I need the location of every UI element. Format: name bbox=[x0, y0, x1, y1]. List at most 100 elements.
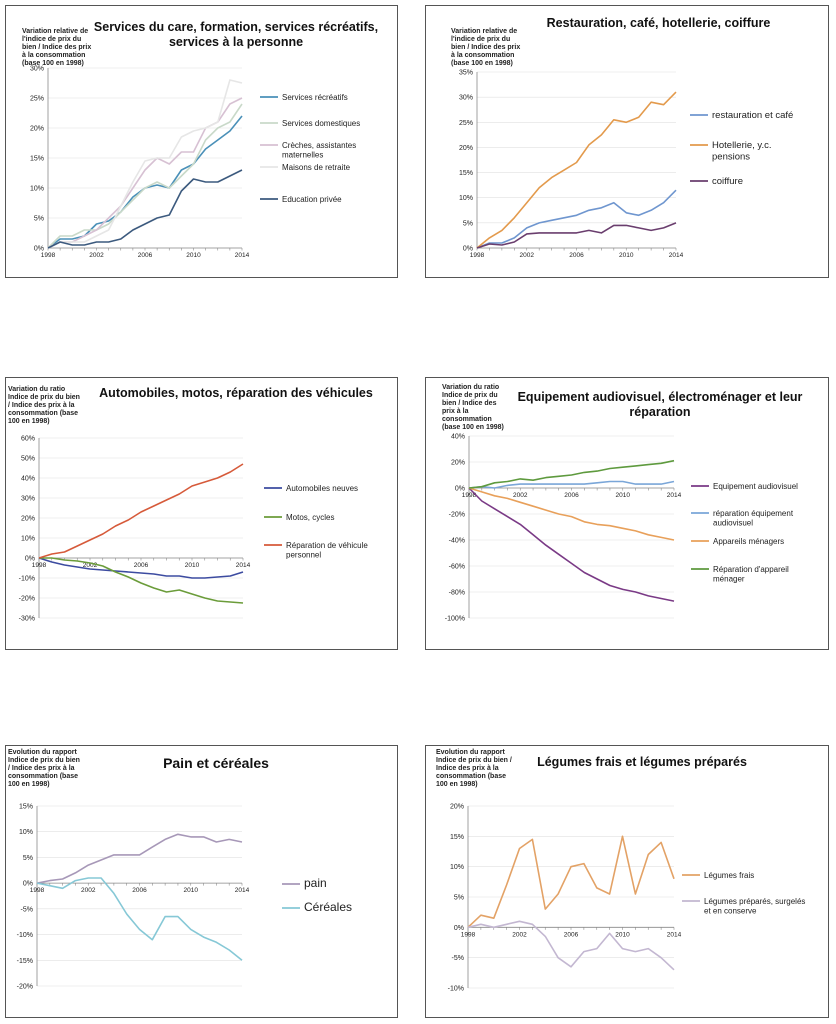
y-tick-label: 15% bbox=[30, 156, 44, 163]
x-tick-label: 2006 bbox=[134, 562, 149, 569]
chart-panel-pain: -20% -15% -10% -5% 0% 5% 10% 15% 1998 2002 2006 201… bbox=[5, 745, 398, 1018]
series-line-1 bbox=[47, 103, 243, 249]
series-line-3 bbox=[47, 79, 243, 249]
legend-label: Services récréatifs bbox=[282, 93, 348, 102]
y-tick-label: 30% bbox=[30, 66, 44, 73]
y-tick-label: 30% bbox=[459, 95, 473, 102]
chart-svg-restauration: 0% 5% 10% 15% 20% 25% 30% 35% 1998 2002 2006 2010 20… bbox=[459, 70, 793, 260]
y-tick-label: 5% bbox=[463, 220, 473, 227]
x-tick-label: 2002 bbox=[81, 887, 96, 894]
series-line-0 bbox=[467, 835, 675, 928]
series-line-2 bbox=[47, 97, 243, 249]
legend-label: Crèches, assistantes maternelles bbox=[282, 141, 356, 160]
x-tick-label: 2010 bbox=[185, 562, 200, 569]
y-tick-label: 15% bbox=[459, 170, 473, 177]
legend-label: Réparation de véhicule personnel bbox=[286, 541, 368, 560]
x-tick-label: 2006 bbox=[132, 887, 147, 894]
chart-svg-services: 0% 5% 10% 15% 20% 25% 30% 1998 2002 2006 2010 2014 S… bbox=[30, 66, 360, 260]
series-line-2 bbox=[468, 487, 675, 541]
legend-label: Equipement audiovisuel bbox=[713, 482, 798, 491]
x-tick-label: 1998 bbox=[470, 252, 485, 259]
series-line-1 bbox=[476, 91, 677, 249]
y-tick-label: 0% bbox=[23, 881, 33, 888]
y-tick-label: 40% bbox=[451, 434, 465, 441]
y-tick-label: 10% bbox=[21, 536, 35, 543]
y-tick-label: 10% bbox=[30, 186, 44, 193]
chart-svg-automobiles: -30% -20% -10% 0% 10% 20% 30% 40% 50% 60% 1998 2002… bbox=[19, 436, 369, 623]
y-tick-label: -20% bbox=[19, 596, 35, 603]
chart-panel-audiovisuel: -100% -80% -60% -40% -20% 0% 20% 40% 1998 2002 200… bbox=[425, 377, 829, 650]
y-tick-label: 20% bbox=[451, 460, 465, 467]
y-axis-label: Variation relative de l'indice de prix d… bbox=[22, 28, 92, 68]
legend-label: Services domestiques bbox=[282, 119, 360, 128]
chart-title: Légumes frais et légumes préparés bbox=[537, 755, 747, 769]
y-tick-label: 0% bbox=[455, 486, 465, 493]
y-tick-label: 0% bbox=[34, 246, 44, 253]
x-tick-label: 1998 bbox=[41, 252, 56, 259]
chart-title: Automobiles, motos, réparation des véhic… bbox=[99, 386, 373, 400]
legend-label: Motos, cycles bbox=[286, 513, 334, 522]
legend-label: Légumes frais bbox=[704, 871, 754, 880]
y-tick-label: -80% bbox=[449, 590, 465, 597]
y-tick-label: 35% bbox=[459, 70, 473, 77]
x-tick-label: 1998 bbox=[461, 931, 476, 938]
legend-label: Céréales bbox=[304, 900, 352, 914]
legend-label: Maisons de retraite bbox=[282, 163, 351, 172]
y-tick-label: -30% bbox=[19, 616, 35, 623]
y-tick-label: 0% bbox=[25, 556, 35, 563]
series-line-4 bbox=[47, 169, 243, 249]
y-tick-label: -5% bbox=[21, 906, 33, 913]
x-tick-label: 2010 bbox=[616, 492, 631, 499]
x-tick-label: 2014 bbox=[236, 562, 251, 569]
x-tick-label: 2006 bbox=[569, 252, 584, 259]
series-line-1 bbox=[36, 877, 243, 961]
legend-label: Réparation d'appareil ménager bbox=[713, 565, 789, 584]
x-tick-label: 1998 bbox=[32, 562, 47, 569]
y-tick-label: -10% bbox=[448, 986, 464, 993]
chart-svg-audiovisuel: -100% -80% -60% -40% -20% 0% 20% 40% 1998 2002 200… bbox=[445, 434, 798, 623]
legend-label: Hotellerie, y.c. pensions bbox=[712, 140, 771, 162]
x-tick-label: 2014 bbox=[235, 887, 250, 894]
y-tick-label: -10% bbox=[17, 932, 33, 939]
chart-panel-services: 0% 5% 10% 15% 20% 25% 30% 1998 2002 2006 2010 2014 S… bbox=[5, 5, 398, 278]
y-tick-label: 20% bbox=[450, 804, 464, 811]
legend-label: Appareils ménagers bbox=[713, 537, 784, 546]
legend-label: restauration et café bbox=[712, 110, 793, 121]
legend-label: réparation équipement audiovisuel bbox=[713, 509, 794, 528]
y-tick-label: 60% bbox=[21, 436, 35, 443]
series-line-0 bbox=[476, 189, 677, 249]
y-tick-label: -5% bbox=[452, 955, 464, 962]
x-tick-label: 2006 bbox=[564, 931, 579, 938]
series-line-3 bbox=[468, 459, 675, 489]
legend-label: Education privée bbox=[282, 195, 342, 204]
x-tick-label: 2010 bbox=[615, 931, 630, 938]
legend-label: Légumes préparés, surgelés et en conserve bbox=[704, 897, 805, 916]
series-line-1 bbox=[39, 557, 244, 604]
y-axis-label: Variation du ratio Indice de prix du bie… bbox=[442, 384, 504, 432]
chart-panel-restauration: 0% 5% 10% 15% 20% 25% 30% 35% 1998 2002 2006 2010 20… bbox=[425, 5, 829, 278]
series-line-1 bbox=[467, 920, 675, 971]
x-tick-label: 2010 bbox=[184, 887, 199, 894]
y-tick-label: -40% bbox=[449, 538, 465, 545]
y-tick-label: -60% bbox=[449, 564, 465, 571]
x-tick-label: 2006 bbox=[138, 252, 153, 259]
x-tick-label: 2014 bbox=[667, 931, 682, 938]
legend-label: Automobiles neuves bbox=[286, 484, 358, 493]
y-tick-label: 10% bbox=[459, 195, 473, 202]
y-tick-label: 50% bbox=[21, 456, 35, 463]
series-line-1 bbox=[468, 480, 675, 489]
y-axis-label: Variation du ratio Indice de prix du bie… bbox=[8, 386, 80, 426]
y-tick-label: 0% bbox=[454, 925, 464, 932]
y-tick-label: -10% bbox=[19, 576, 35, 583]
legend-label: coiffure bbox=[712, 176, 743, 187]
x-tick-label: 2002 bbox=[89, 252, 104, 259]
legend-label: pain bbox=[304, 876, 327, 890]
x-tick-label: 1998 bbox=[462, 492, 477, 499]
chart-title: Equipement audiovisuel, électroménager e… bbox=[517, 390, 803, 419]
y-tick-label: -15% bbox=[17, 958, 33, 965]
chart-panel-automobiles: -30% -20% -10% 0% 10% 20% 30% 40% 50% 60% 1998 2002… bbox=[5, 377, 398, 650]
y-tick-label: 20% bbox=[21, 516, 35, 523]
x-tick-label: 2014 bbox=[667, 492, 682, 499]
y-tick-label: 20% bbox=[30, 126, 44, 133]
y-tick-label: 5% bbox=[23, 855, 33, 862]
